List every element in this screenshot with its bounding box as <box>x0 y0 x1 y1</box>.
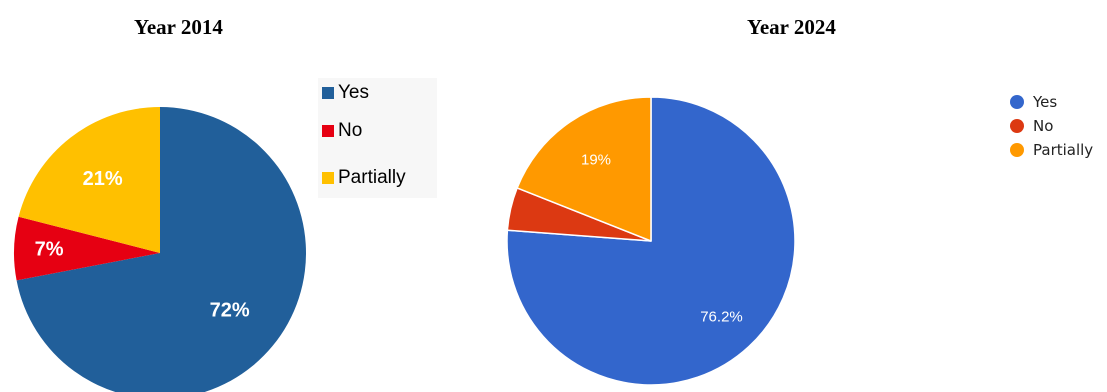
legend-label-partially: Partially <box>338 167 406 188</box>
legend-item-partially: Partially <box>1010 140 1093 160</box>
legend-item-yes: Yes <box>322 82 369 104</box>
chart-title-2024: Year 2024 <box>747 15 836 39</box>
legend-2014: Yes No Partially <box>318 78 437 198</box>
legend-swatch-partially <box>322 172 334 184</box>
chart-title-2014: Year 2014 <box>134 15 223 39</box>
legend-label-no: No <box>1033 117 1054 135</box>
legend-label-partially: Partially <box>1033 141 1094 159</box>
data-label-partially: 19% <box>581 152 611 169</box>
legend-item-yes: Yes <box>1010 92 1057 112</box>
legend-label-yes: Yes <box>1033 93 1058 111</box>
data-label-yes: 76.2% <box>700 309 743 326</box>
legend-label-no: No <box>338 120 363 141</box>
legend-dot-yes <box>1010 95 1024 109</box>
legend-item-no: No <box>322 120 362 142</box>
pie-slice-no <box>14 216 160 281</box>
pie-slice-yes <box>16 107 307 392</box>
legend-item-partially: Partially <box>322 167 406 189</box>
legend-dot-partially <box>1010 143 1024 157</box>
legend-label-yes: Yes <box>338 82 369 103</box>
data-label-yes: 72% <box>210 300 250 322</box>
legend-swatch-yes <box>322 87 334 99</box>
legend-dot-no <box>1010 119 1024 133</box>
pie-slice-partially <box>18 107 161 253</box>
legend-swatch-no <box>322 125 334 137</box>
pie-slice-partially <box>516 96 652 242</box>
data-label-partially: 21% <box>83 168 123 190</box>
legend-item-no: No <box>1010 116 1053 136</box>
pie-slice-yes <box>506 96 796 386</box>
data-label-no: 7% <box>35 239 64 261</box>
